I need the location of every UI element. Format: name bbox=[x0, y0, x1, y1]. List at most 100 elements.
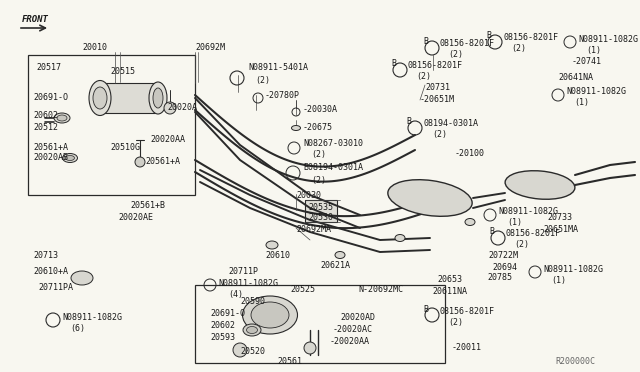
Ellipse shape bbox=[93, 87, 107, 109]
Ellipse shape bbox=[291, 125, 301, 131]
Ellipse shape bbox=[335, 251, 345, 259]
Text: N08911-1082G: N08911-1082G bbox=[566, 87, 626, 96]
Ellipse shape bbox=[395, 234, 405, 241]
Text: (2): (2) bbox=[311, 176, 326, 185]
Text: 20731: 20731 bbox=[425, 83, 450, 93]
Bar bbox=[305, 200, 337, 222]
Ellipse shape bbox=[57, 115, 67, 121]
Text: 20020AA: 20020AA bbox=[150, 135, 185, 144]
Circle shape bbox=[233, 343, 247, 357]
Ellipse shape bbox=[153, 88, 163, 108]
Text: 08156-8201F: 08156-8201F bbox=[503, 33, 558, 42]
Text: 20530: 20530 bbox=[308, 212, 333, 221]
Text: 20713: 20713 bbox=[33, 250, 58, 260]
Text: -20100: -20100 bbox=[455, 148, 485, 157]
Text: N08911-1082G: N08911-1082G bbox=[62, 312, 122, 321]
Text: 20030: 20030 bbox=[296, 192, 321, 201]
Text: 20590: 20590 bbox=[240, 298, 265, 307]
Ellipse shape bbox=[388, 180, 472, 216]
Text: -20675: -20675 bbox=[303, 124, 333, 132]
Text: (2): (2) bbox=[448, 51, 463, 60]
Text: B: B bbox=[391, 60, 396, 68]
Text: 20610+A: 20610+A bbox=[33, 267, 68, 276]
Text: 20653: 20653 bbox=[437, 276, 462, 285]
Text: 20525: 20525 bbox=[290, 285, 315, 295]
Ellipse shape bbox=[149, 82, 167, 114]
Text: (2): (2) bbox=[511, 45, 526, 54]
Text: N08267-03010: N08267-03010 bbox=[303, 138, 363, 148]
Text: (2): (2) bbox=[514, 241, 529, 250]
Text: 20785: 20785 bbox=[487, 273, 512, 282]
Text: N08911-5401A: N08911-5401A bbox=[248, 64, 308, 73]
Text: 20692MA: 20692MA bbox=[296, 225, 331, 234]
Text: (1): (1) bbox=[574, 99, 589, 108]
Text: 20694: 20694 bbox=[492, 263, 517, 272]
Ellipse shape bbox=[63, 154, 77, 163]
Text: (2): (2) bbox=[432, 131, 447, 140]
Text: -20780P: -20780P bbox=[265, 90, 300, 99]
Text: B: B bbox=[486, 32, 491, 41]
Text: 20733: 20733 bbox=[547, 214, 572, 222]
Ellipse shape bbox=[65, 155, 74, 160]
Text: B08194-0301A: B08194-0301A bbox=[303, 164, 363, 173]
Text: 08156-8201F: 08156-8201F bbox=[440, 307, 495, 315]
Ellipse shape bbox=[243, 324, 261, 336]
Ellipse shape bbox=[246, 327, 257, 334]
Circle shape bbox=[135, 157, 145, 167]
Ellipse shape bbox=[251, 302, 289, 328]
Ellipse shape bbox=[71, 271, 93, 285]
Ellipse shape bbox=[465, 218, 475, 225]
Text: 20561+A: 20561+A bbox=[33, 142, 68, 151]
Text: (1): (1) bbox=[551, 276, 566, 285]
Polygon shape bbox=[100, 83, 155, 113]
Text: 20691-O: 20691-O bbox=[210, 308, 245, 317]
Text: 20520: 20520 bbox=[240, 347, 265, 356]
Text: 20020A: 20020A bbox=[167, 103, 197, 112]
Text: 20517: 20517 bbox=[36, 64, 61, 73]
Text: 20510G: 20510G bbox=[110, 144, 140, 153]
Text: B: B bbox=[489, 228, 494, 237]
Text: 20641NA: 20641NA bbox=[558, 74, 593, 83]
Ellipse shape bbox=[54, 113, 70, 123]
Text: 20512: 20512 bbox=[33, 124, 58, 132]
Text: 20651MA: 20651MA bbox=[543, 225, 578, 234]
Text: FRONT: FRONT bbox=[22, 16, 49, 25]
Text: (2): (2) bbox=[448, 317, 463, 327]
Text: 20722M: 20722M bbox=[488, 250, 518, 260]
Text: N08911-1082G: N08911-1082G bbox=[543, 266, 603, 275]
Bar bbox=[28, 55, 195, 195]
Text: R200000C: R200000C bbox=[555, 357, 595, 366]
Text: 20561+B: 20561+B bbox=[130, 201, 165, 209]
Text: -20030A: -20030A bbox=[303, 106, 338, 115]
Circle shape bbox=[164, 102, 176, 114]
Circle shape bbox=[304, 342, 316, 354]
Text: N08911-1082G: N08911-1082G bbox=[218, 279, 278, 288]
Text: 08156-8201F: 08156-8201F bbox=[440, 39, 495, 48]
Text: -20020AC: -20020AC bbox=[333, 326, 373, 334]
Bar bbox=[195, 285, 445, 363]
Text: (2): (2) bbox=[255, 76, 270, 84]
Text: 20535: 20535 bbox=[308, 202, 333, 212]
Text: 20611NA: 20611NA bbox=[432, 288, 467, 296]
Text: 20010: 20010 bbox=[82, 44, 107, 52]
Text: N08911-1082G: N08911-1082G bbox=[498, 208, 558, 217]
Text: B: B bbox=[423, 38, 428, 46]
Text: -20020AA: -20020AA bbox=[330, 337, 370, 346]
Text: 20602: 20602 bbox=[210, 321, 235, 330]
Text: B: B bbox=[423, 305, 428, 314]
Ellipse shape bbox=[505, 171, 575, 199]
Text: 20621A: 20621A bbox=[320, 260, 350, 269]
Text: (4): (4) bbox=[228, 291, 243, 299]
Text: 08156-8201F: 08156-8201F bbox=[408, 61, 463, 71]
Text: B: B bbox=[406, 118, 411, 126]
Text: N08911-1082G: N08911-1082G bbox=[578, 35, 638, 44]
Ellipse shape bbox=[266, 241, 278, 249]
Text: (1): (1) bbox=[586, 45, 601, 55]
Text: -20651M: -20651M bbox=[420, 96, 455, 105]
Text: 20711PA: 20711PA bbox=[38, 282, 73, 292]
Text: -20741: -20741 bbox=[572, 58, 602, 67]
Text: (2): (2) bbox=[311, 151, 326, 160]
Text: 08194-0301A: 08194-0301A bbox=[424, 119, 479, 128]
Text: 20602: 20602 bbox=[33, 110, 58, 119]
Text: 20515: 20515 bbox=[110, 67, 135, 77]
